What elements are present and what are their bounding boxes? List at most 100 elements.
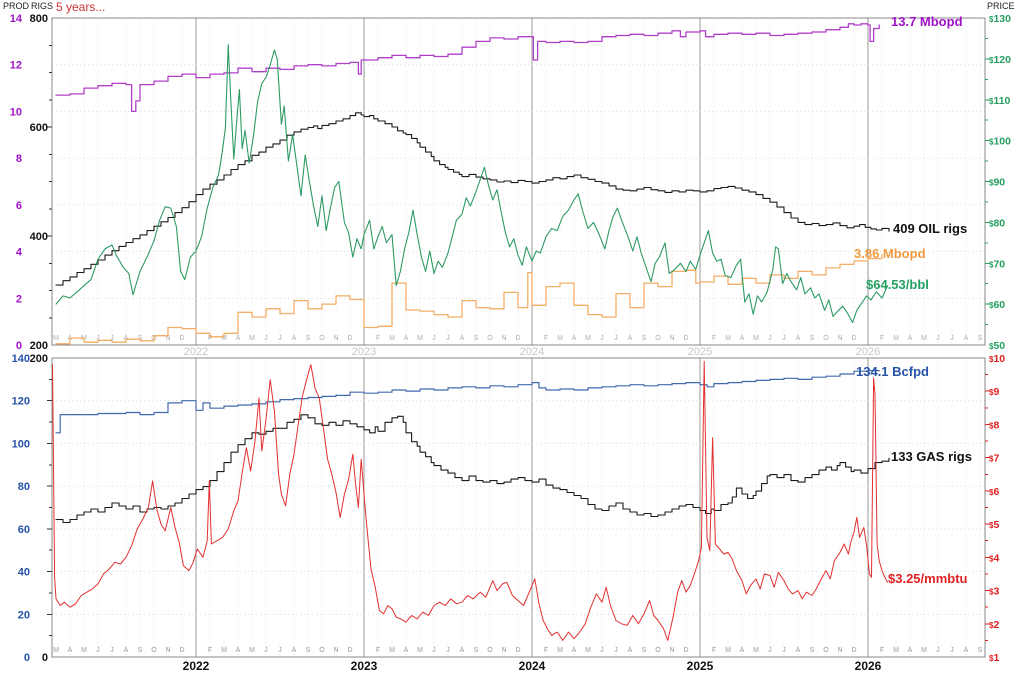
oil-rigs-annotation: 409 OIL rigs [893,221,968,236]
prod-tick-label: 10 [10,106,22,118]
year-label: 2024 [519,659,546,673]
panel-gas: 0 20 40 60 80 100 120 140 0 200 $1 $2 $3 $4 $5 $6 $7 $8 $9… [12,353,1006,673]
month-label: F [208,647,212,654]
prod-tick-label: 60 [18,524,30,536]
month-label: F [880,335,884,342]
prod-tick-label: 120 [12,396,30,408]
month-label: M [53,335,59,342]
month-label: D [683,335,688,342]
month-label: J [96,335,100,342]
month-label: J [432,647,436,654]
month-label: A [740,647,745,654]
month-label: F [376,335,380,342]
month-label: J [950,335,954,342]
month-label: F [544,647,548,654]
month-label: S [810,647,815,654]
month-label: J [600,335,604,342]
prod-tick-label: 40 [18,567,30,579]
month-label: N [165,647,170,654]
henry-hub-price-line [52,360,889,641]
month-label: A [964,335,969,342]
month-label: M [53,647,59,654]
prod-tick-label: 14 [10,13,23,25]
price-tick-label: $100 [989,136,1011,148]
month-label: M [417,335,423,342]
price-tick-label: $3 [989,586,999,598]
prod-tick-label: 0 [24,652,30,664]
prod-tick-label: 0 [16,340,22,352]
price-tick-label: $120 [989,54,1011,66]
month-label: O [655,647,661,654]
month-label: A [628,647,633,654]
prod-tick-label: 140 [12,353,30,365]
price-tick-label: $5 [989,519,999,531]
month-label: A [908,647,913,654]
month-label: M [557,647,563,654]
month-label: A [908,335,913,342]
price-axis-title: PRICE [987,1,1015,11]
month-label: A [404,647,409,654]
month-label: S [642,647,647,654]
prod-tick-label: 8 [16,153,22,165]
month-label: D [179,647,184,654]
year-label: 2023 [351,659,378,673]
month-label: N [333,335,338,342]
month-label: N [501,647,506,654]
rigs-tick-label: 200 [30,353,48,365]
month-label: J [782,647,786,654]
prod-tick-label: 12 [10,60,22,72]
month-label: J [96,647,100,654]
price-tick-label: $2 [989,619,999,631]
month-label: M [81,647,87,654]
henry-hub-price-annotation: $3.25/mmbtu [888,571,968,586]
month-label: N [501,335,506,342]
secondary-oil-production-line [55,254,883,345]
prod-tick-label: 2 [16,293,22,305]
month-label: D [347,335,352,342]
month-label: F [880,647,884,654]
month-label: J [614,335,618,342]
month-label: M [389,647,395,654]
year-label: 2026 [856,346,880,358]
month-label: M [753,335,759,342]
month-label: M [585,647,591,654]
month-label: M [585,335,591,342]
prod-axis-title: PROD [3,1,30,11]
month-label: S [138,335,143,342]
price-tick-label: $10 [989,353,1005,365]
prod-tick-label: 20 [18,609,30,621]
month-label: J [264,647,268,654]
month-label: M [753,647,759,654]
month-label: F [376,647,380,654]
month-label: M [221,647,227,654]
month-label: A [628,335,633,342]
month-label: D [179,335,184,342]
rigs-tick-label: 400 [30,231,48,243]
rigs-axis-title: RIGS [31,1,54,11]
month-label: D [851,647,856,654]
month-label: O [487,647,493,654]
month-label: J [768,335,772,342]
month-label: J [446,647,450,654]
month-label: M [921,335,927,342]
month-label: M [249,335,255,342]
price-tick-label: $90 [989,177,1005,189]
month-label: J [110,335,114,342]
month-label: M [893,647,899,654]
prod-tick-label: 80 [18,481,30,493]
month-label: S [978,647,983,654]
prod-tick-label: 4 [16,247,23,259]
month-label: A [292,647,297,654]
year-label: 2023 [352,346,376,358]
oil-production-annotation: 13.7 Mbopd [891,14,963,29]
price-tick-label: $130 [989,13,1011,25]
month-label: S [474,335,479,342]
price-tick-label: $6 [989,486,999,498]
us-oil-production-line [55,23,880,113]
month-label: O [319,647,325,654]
month-label: O [151,647,157,654]
month-label: D [515,335,520,342]
month-label: A [572,647,577,654]
